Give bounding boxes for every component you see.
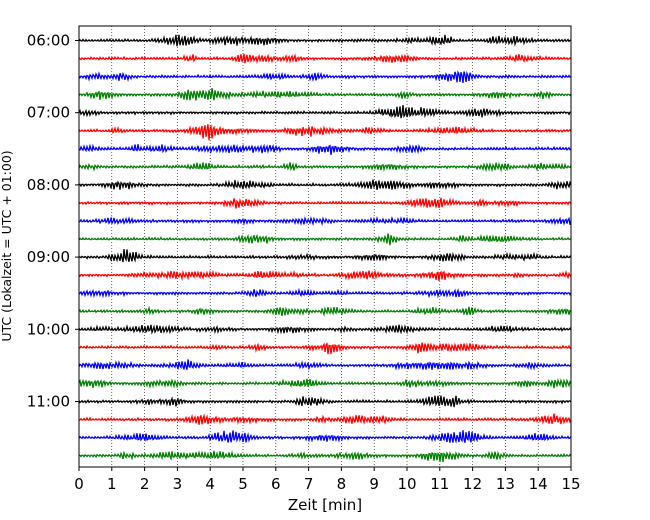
x-tick-label: 6 (271, 475, 281, 493)
trace-0600 (78, 34, 572, 47)
trace-0900 (78, 249, 572, 263)
y-tick-label: 06:00 (27, 32, 70, 50)
trace-0715 (78, 124, 572, 141)
y-tick-label: 11:00 (27, 393, 70, 411)
trace-1130 (78, 430, 572, 444)
trace-0815 (78, 197, 572, 209)
trace-0745 (78, 161, 572, 173)
trace-1030 (78, 359, 572, 371)
trace-0945 (78, 305, 572, 317)
x-tick-label: 8 (337, 475, 347, 493)
trace-1115 (78, 413, 572, 425)
trace-0730 (78, 143, 572, 156)
x-tick-label: 15 (561, 475, 580, 493)
x-tick-label: 5 (238, 475, 248, 493)
x-tick-label: 0 (74, 475, 84, 493)
x-tick-label: 3 (173, 475, 183, 493)
x-tick-label: 1 (107, 475, 117, 493)
trace-1045 (78, 378, 572, 390)
trace-0930 (78, 287, 572, 299)
trace-1000 (78, 323, 572, 335)
x-tick-label: 4 (205, 475, 215, 493)
trace-1015 (78, 342, 572, 355)
trace-0615 (78, 53, 572, 65)
y-axis-label: UTC (Lokalzeit = UTC + 01:00) (0, 150, 14, 341)
trace-1145 (78, 450, 572, 463)
trace-0645 (78, 88, 572, 101)
y-axis-ticks: 06:00 07:00 08:00 09:00 10:00 11:00 (27, 32, 79, 411)
trace-1100 (78, 395, 572, 408)
x-tick-label: 12 (463, 475, 482, 493)
trace-0800 (78, 179, 572, 191)
y-tick-label: 10:00 (27, 320, 70, 338)
y-tick-label: 09:00 (27, 248, 70, 266)
x-tick-label: 9 (369, 475, 379, 493)
trace-0830 (78, 215, 572, 227)
x-tick-label: 10 (397, 475, 416, 493)
trace-group (78, 34, 572, 463)
trace-0630 (78, 70, 572, 84)
x-axis-label: Zeit [min] (288, 496, 362, 514)
trace-0915 (78, 269, 572, 281)
x-axis-ticks: 0 1 2 3 4 5 6 7 8 9 10 11 12 13 14 15 (74, 467, 581, 493)
x-tick-label: 13 (496, 475, 515, 493)
plot-frame (78, 25, 572, 468)
x-tick-label: 7 (304, 475, 314, 493)
y-tick-label: 08:00 (27, 176, 70, 194)
x-tick-label: 2 (140, 475, 150, 493)
y-tick-label: 07:00 (27, 104, 70, 122)
x-tick-label: 14 (529, 475, 548, 493)
trace-0845 (78, 233, 572, 246)
x-tick-label: 11 (430, 475, 449, 493)
trace-0700 (78, 105, 572, 119)
